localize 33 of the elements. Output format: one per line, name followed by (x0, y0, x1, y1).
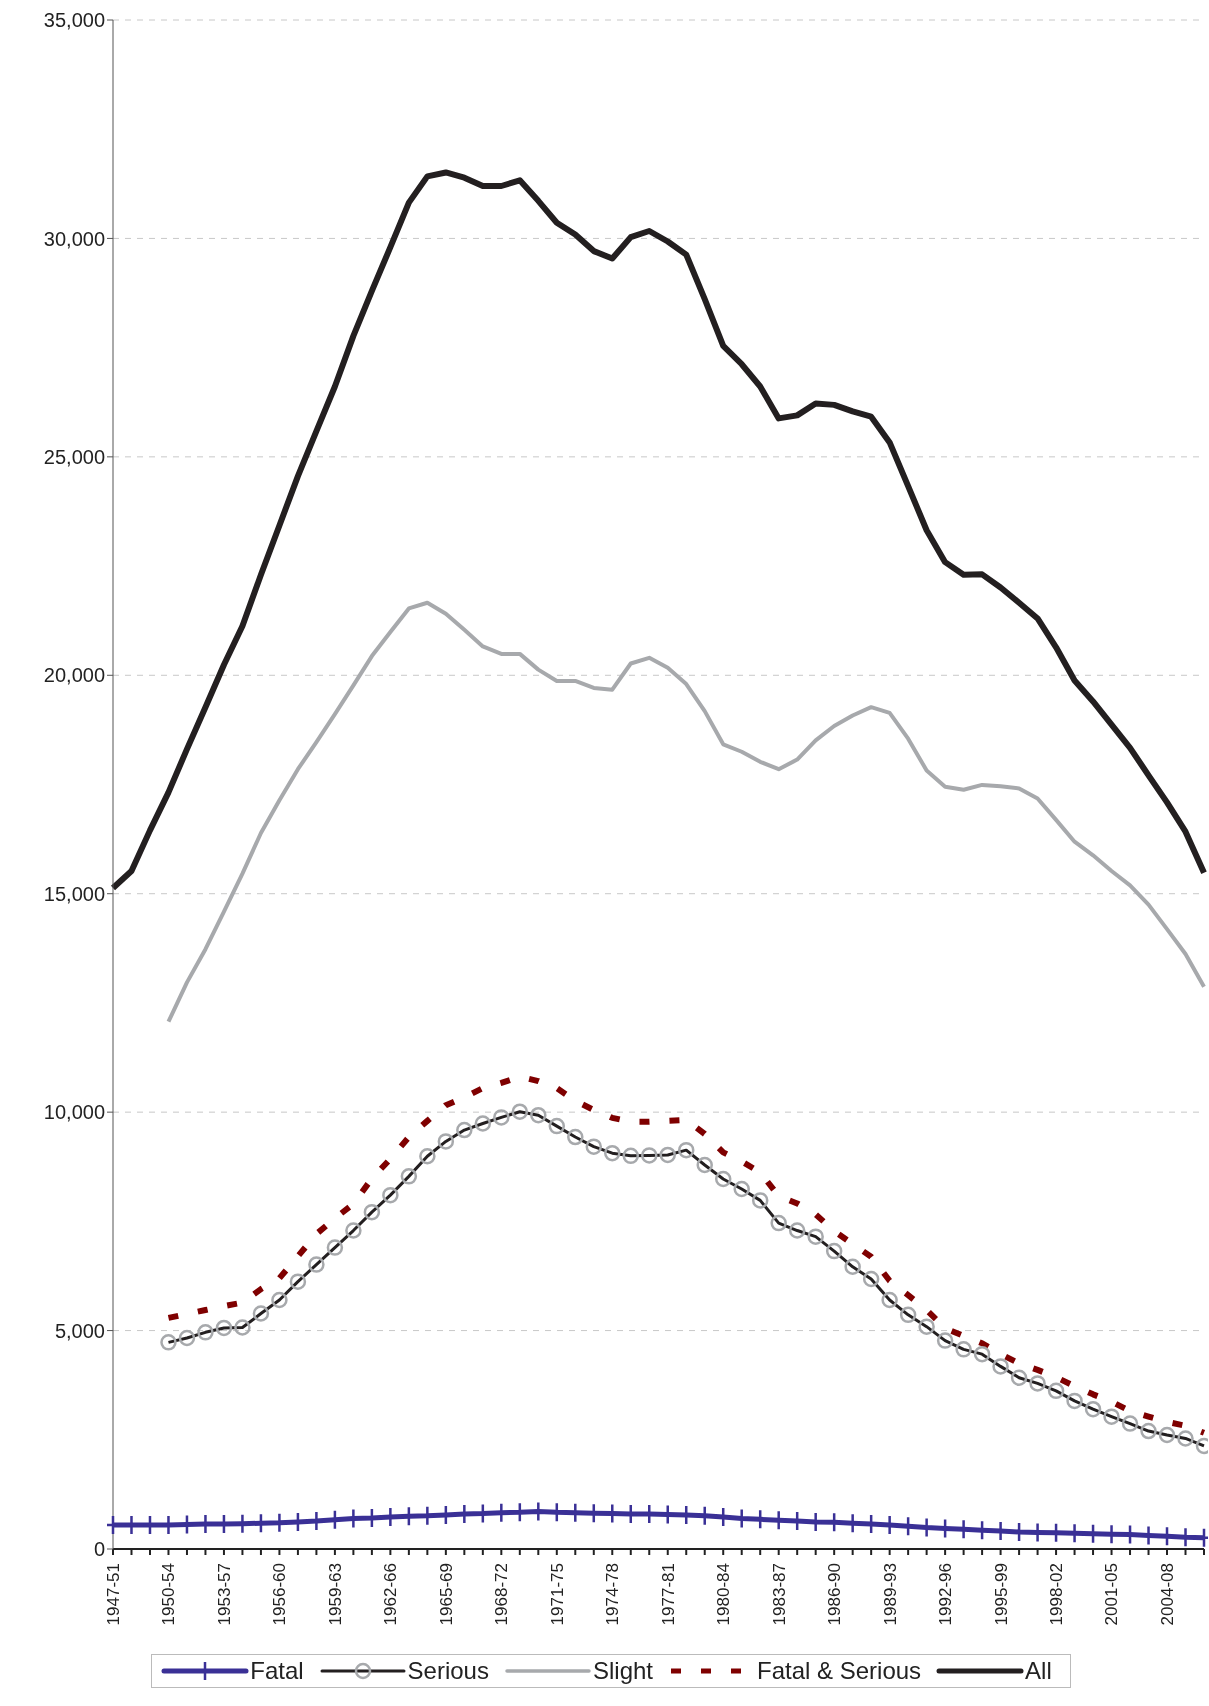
x-tick-label: 1974-78 (603, 1563, 623, 1626)
x-tick-label: 1956-60 (270, 1563, 290, 1626)
x-tick-label: 1998-02 (1047, 1563, 1067, 1626)
y-tick-label: 30,000 (43, 227, 105, 250)
x-tick-label: 1971-75 (547, 1563, 567, 1626)
x-tick-label: 1965-69 (436, 1563, 456, 1626)
x-tick-label: 1959-63 (325, 1563, 345, 1626)
y-tick-label: 10,000 (43, 1101, 105, 1124)
x-tick-label: 1947-51 (103, 1563, 123, 1626)
legend-label: Fatal & Serious (757, 1657, 922, 1685)
legend-label: All (1025, 1657, 1052, 1685)
legend-label: Fatal (250, 1657, 304, 1685)
x-tick-label: 1989-93 (880, 1563, 900, 1626)
y-tick-label: 35,000 (43, 9, 105, 32)
x-tick-label: 1992-96 (936, 1563, 956, 1626)
x-tick-label: 1950-54 (159, 1563, 179, 1626)
y-tick-label: 25,000 (43, 445, 105, 468)
x-tick-label: 1983-87 (769, 1563, 789, 1626)
legend-label: Slight (592, 1657, 654, 1685)
x-tick-label: 2001-05 (1102, 1563, 1122, 1626)
x-tick-label: 1980-84 (714, 1563, 734, 1626)
x-tick-label: 1968-72 (492, 1563, 512, 1626)
x-tick-label: 1986-90 (825, 1563, 845, 1626)
legend-label: Serious (407, 1657, 489, 1685)
y-tick-label: 5,000 (54, 1319, 105, 1342)
x-tick-label: 1962-66 (381, 1563, 401, 1626)
x-tick-label: 1977-81 (658, 1563, 678, 1626)
y-tick-label: 15,000 (43, 882, 105, 905)
x-tick-label: 2004-08 (1157, 1563, 1177, 1626)
y-tick-label: 0 (93, 1538, 105, 1561)
x-tick-label: 1995-99 (991, 1563, 1011, 1626)
x-tick-label: 1953-57 (214, 1563, 234, 1626)
y-tick-label: 20,000 (43, 664, 105, 687)
